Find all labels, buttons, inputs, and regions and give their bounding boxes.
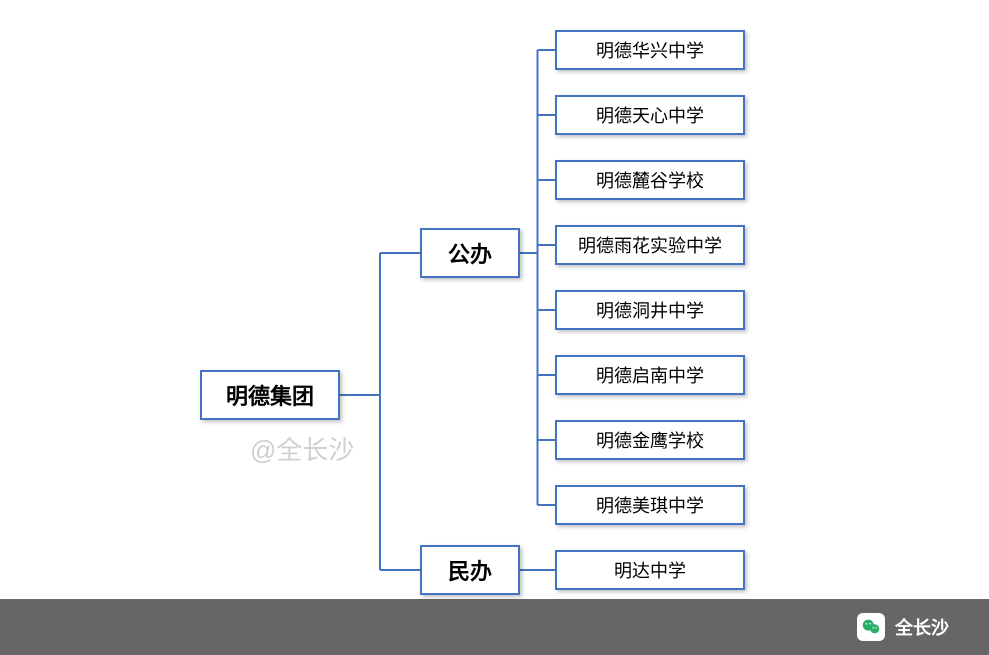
node-cat-public: 公办 — [420, 228, 520, 278]
node-leaf-7: 明德金鹰学校 — [555, 420, 745, 460]
watermark-text: @全长沙 — [250, 430, 354, 467]
node-leaf-2: 明德天心中学 — [555, 95, 745, 135]
node-leaf-1: 明德华兴中学 — [555, 30, 745, 70]
node-leaf-8: 明德美琪中学 — [555, 485, 745, 525]
node-leaf-9: 明达中学 — [555, 550, 745, 590]
node-root: 明德集团 — [200, 370, 340, 420]
footer-label: 全长沙 — [895, 614, 949, 640]
node-leaf-6: 明德启南中学 — [555, 355, 745, 395]
node-leaf-5: 明德洞井中学 — [555, 290, 745, 330]
wechat-icon — [857, 613, 885, 641]
node-leaf-3: 明德麓谷学校 — [555, 160, 745, 200]
node-leaf-4: 明德雨花实验中学 — [555, 225, 745, 265]
node-cat-private: 民办 — [420, 545, 520, 595]
footer-bar: 全长沙 — [0, 599, 989, 655]
